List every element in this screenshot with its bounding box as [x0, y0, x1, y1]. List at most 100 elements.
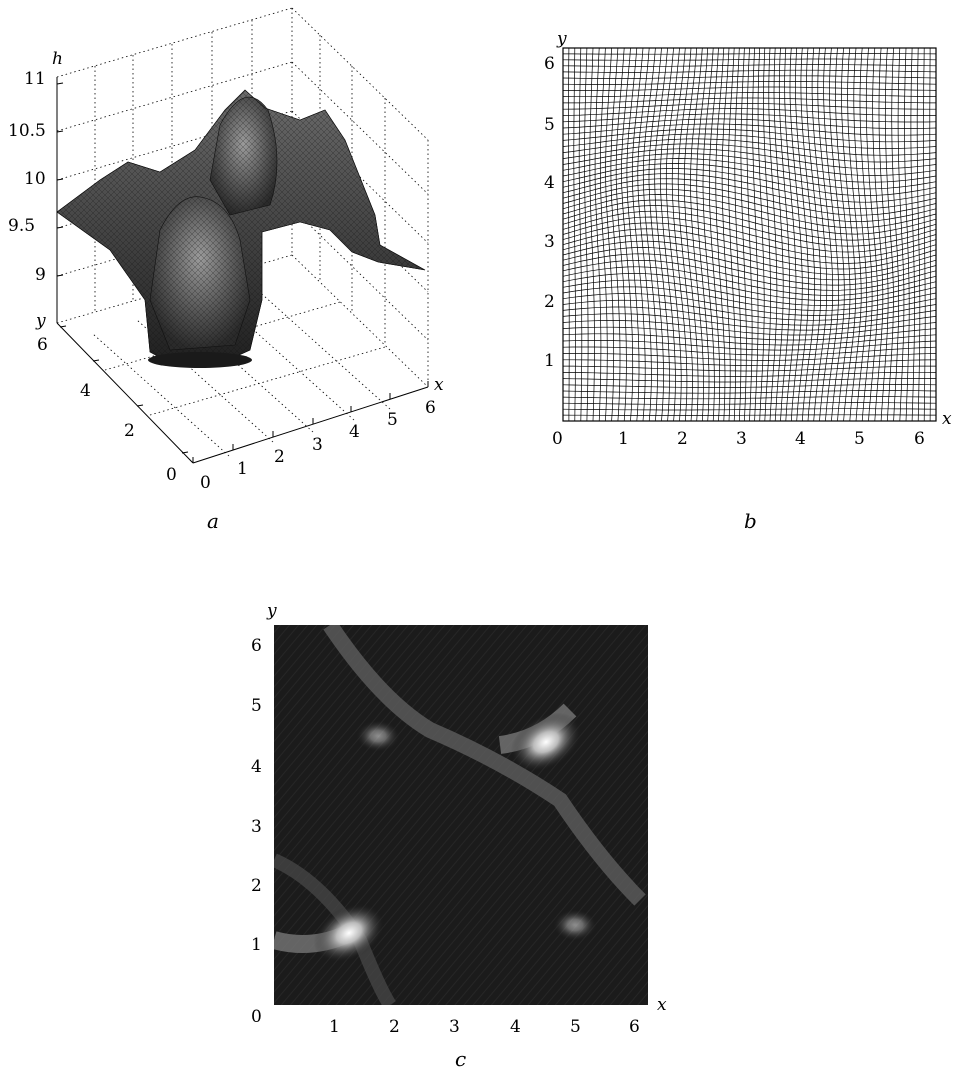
- mesh-line-horizontal: [562, 273, 937, 301]
- mesh-line-vertical: [648, 47, 664, 422]
- panel-c-y-tick: 1: [251, 935, 262, 955]
- mesh-line-horizontal: [562, 86, 937, 91]
- panel-c-caption: c: [455, 1047, 466, 1070]
- panel-b-y-tick: 2: [544, 292, 555, 312]
- panel-b-x-tick: 1: [618, 429, 629, 449]
- mesh-line-vertical: [823, 47, 839, 422]
- panel-b-frame: [562, 47, 937, 422]
- mesh-line-horizontal: [562, 353, 937, 361]
- panel-c-y-tick: 6: [251, 636, 262, 656]
- panel-a-y-tick: 4: [80, 381, 91, 401]
- panel-b-y-tick: 4: [544, 173, 555, 193]
- panel-b-y-tick: 6: [544, 54, 555, 74]
- panel-c-x-tick: 6: [629, 1017, 640, 1037]
- panel-c-x-tick: 2: [389, 1017, 400, 1037]
- mesh-line-vertical: [929, 48, 931, 422]
- mesh-line-horizontal: [562, 333, 937, 346]
- mesh-line-vertical: [605, 47, 615, 422]
- mesh-line-vertical: [715, 47, 726, 422]
- mesh-line-horizontal: [562, 228, 937, 264]
- mesh-line-vertical: [654, 47, 670, 422]
- mesh-line-horizontal: [562, 178, 937, 210]
- mesh-line-vertical: [910, 47, 915, 422]
- panel-c-y-tick: 3: [251, 817, 262, 837]
- mesh-line-vertical: [923, 47, 926, 422]
- mesh-line-vertical: [916, 47, 921, 422]
- panel-a-x-label: x: [434, 375, 444, 395]
- mesh-line-vertical: [835, 47, 851, 422]
- mesh-line-horizontal: [563, 359, 937, 367]
- panel-a-z-tick: 9.5: [8, 216, 35, 236]
- mesh-line-vertical: [768, 47, 778, 422]
- panel-a-x-tick: 2: [274, 447, 285, 467]
- panel-a-z-tick: 10: [24, 169, 46, 189]
- mesh-line-horizontal: [562, 306, 937, 326]
- panel-a-x-tick: 6: [425, 398, 436, 418]
- panel-a-caption: a: [207, 509, 219, 533]
- mesh-line-vertical: [594, 47, 602, 422]
- mesh-line-vertical: [904, 47, 910, 422]
- mesh-line-horizontal: [562, 279, 937, 306]
- panel-c-y-tick: 5: [251, 696, 262, 716]
- mesh-line-vertical: [800, 47, 816, 422]
- panel-b-x-tick: 4: [795, 429, 806, 449]
- mesh-line-vertical: [589, 47, 595, 422]
- mesh-line-horizontal: [562, 69, 937, 73]
- mesh-line-horizontal: [562, 158, 937, 183]
- mesh-line-horizontal: [562, 102, 936, 110]
- mesh-line-horizontal: [562, 81, 937, 85]
- mesh-line-vertical: [615, 47, 627, 422]
- mesh-line-vertical: [660, 47, 676, 422]
- panel-b-x-tick: 2: [677, 429, 688, 449]
- mesh-line-vertical: [763, 47, 771, 422]
- mesh-line-horizontal: [562, 371, 937, 377]
- mesh-line-horizontal: [562, 128, 937, 143]
- panel-c-x-tick: 3: [449, 1017, 460, 1037]
- mesh-line-horizontal: [562, 113, 937, 123]
- mesh-line-horizontal: [562, 346, 937, 356]
- mesh-line-vertical: [746, 47, 753, 422]
- mesh-line-horizontal: [562, 194, 937, 229]
- mesh-line-vertical: [690, 47, 704, 422]
- panel-c-heatmap-image: [274, 625, 648, 1005]
- mesh-line-vertical: [891, 47, 900, 422]
- panel-a-z-tick: 9: [35, 265, 46, 285]
- mesh-line-horizontal: [562, 259, 937, 291]
- mesh-line-vertical: [696, 47, 710, 422]
- mesh-line-vertical: [637, 47, 652, 422]
- panel-c-x-tick: 1: [329, 1017, 340, 1037]
- mesh-line-horizontal: [562, 234, 937, 270]
- panel-a-y-tick: 6: [37, 335, 48, 355]
- mesh-line-horizontal: [562, 168, 937, 196]
- mesh-line-vertical: [778, 47, 790, 422]
- mesh-line-horizontal: [563, 97, 936, 104]
- mesh-line-vertical: [709, 47, 721, 422]
- mesh-line-horizontal: [563, 365, 936, 372]
- panel-a-z-label: h: [52, 49, 63, 69]
- mesh-line-vertical: [847, 47, 862, 422]
- mesh-line-horizontal: [562, 408, 937, 411]
- panel-a-x-tick: 0: [200, 473, 211, 493]
- mesh-line-horizontal: [562, 390, 937, 394]
- mesh-line-horizontal: [562, 266, 937, 296]
- mesh-line-vertical: [584, 47, 589, 422]
- mesh-line-vertical: [728, 47, 736, 422]
- mesh-line-vertical: [829, 47, 845, 422]
- panel-a-x-tick: 5: [387, 410, 398, 430]
- panel-b-caption: b: [744, 509, 757, 533]
- mesh-line-horizontal: [562, 396, 937, 400]
- mesh-line-horizontal: [562, 108, 937, 116]
- panel-b-x-tick: 0: [552, 429, 563, 449]
- mesh-line-vertical: [599, 47, 608, 422]
- panel-a-y-label: y: [35, 311, 46, 331]
- panel-c-origin-label: 0: [251, 1007, 262, 1027]
- mesh-line-horizontal: [562, 92, 937, 98]
- mesh-line-horizontal: [562, 123, 937, 136]
- mesh-line-horizontal: [562, 384, 937, 388]
- mesh-line-horizontal: [562, 326, 937, 341]
- panel-a-x-tick: 4: [349, 422, 360, 442]
- mesh-line-horizontal: [562, 222, 937, 259]
